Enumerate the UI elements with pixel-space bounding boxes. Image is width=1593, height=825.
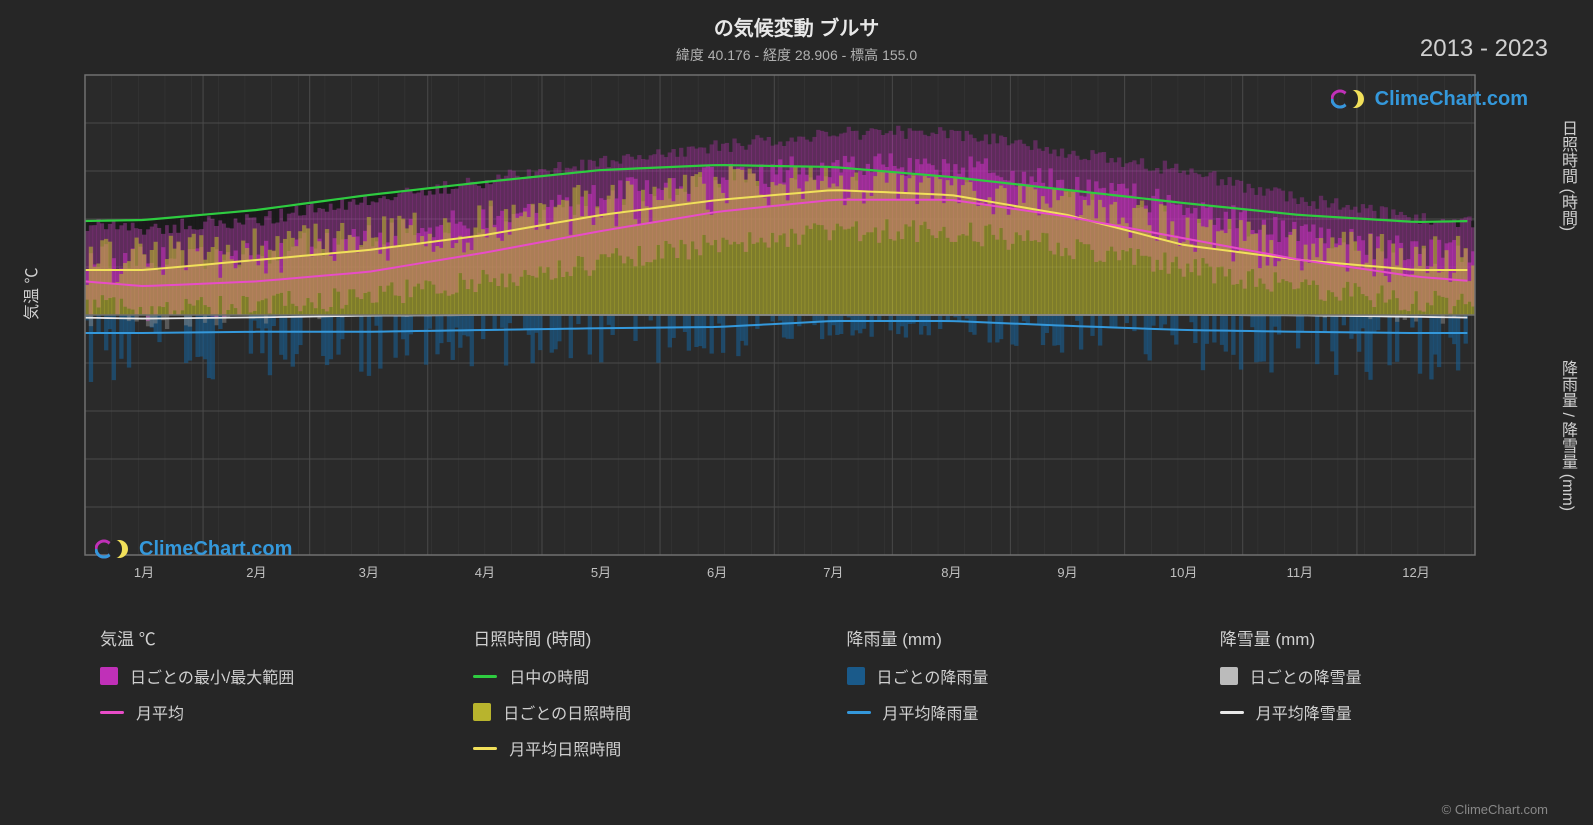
legend-item: 日中の時間 — [473, 664, 786, 688]
brand-logo-top: ClimeChart.com — [1331, 85, 1528, 113]
legend-label: 月平均降雪量 — [1256, 700, 1352, 724]
year-range: 2013 - 2023 — [1420, 35, 1548, 63]
legend-col-snow: 降雪量 (mm) 日ごとの降雪量 月平均降雪量 — [1220, 625, 1533, 772]
legend-swatch — [847, 667, 865, 685]
svg-text:1月: 1月 — [134, 565, 154, 580]
brand-logo-bottom: ClimeChart.com — [95, 535, 292, 563]
svg-text:10月: 10月 — [1170, 565, 1197, 580]
y-axis-right-top-label: 日照時間 (時間) — [1555, 120, 1579, 231]
legend-swatch — [100, 667, 118, 685]
legend-line — [100, 711, 124, 714]
legend-item: 月平均降雪量 — [1220, 700, 1533, 724]
brand-text: ClimeChart.com — [139, 538, 292, 561]
legend-item: 日ごとの日照時間 — [473, 700, 786, 724]
legend-col-rain: 降雨量 (mm) 日ごとの降雨量 月平均降雨量 — [847, 625, 1160, 772]
svg-text:4月: 4月 — [475, 565, 495, 580]
legend-item: 月平均降雨量 — [847, 700, 1160, 724]
legend-label: 日中の時間 — [509, 664, 589, 688]
svg-text:11月: 11月 — [1287, 565, 1314, 580]
legend-label: 月平均降雨量 — [883, 700, 979, 724]
legend-line — [473, 747, 497, 750]
chart-title: の気候変動 ブルサ — [0, 0, 1593, 41]
logo-icon — [95, 535, 131, 563]
logo-icon — [1331, 85, 1367, 113]
legend-header: 降雪量 (mm) — [1220, 625, 1533, 650]
legend-col-sun: 日照時間 (時間) 日中の時間 日ごとの日照時間 月平均日照時間 — [473, 625, 786, 772]
legend: 気温 ℃ 日ごとの最小/最大範囲 月平均 日照時間 (時間) 日中の時間 日ごと… — [100, 625, 1533, 772]
legend-item: 月平均日照時間 — [473, 736, 786, 760]
legend-item: 日ごとの降雨量 — [847, 664, 1160, 688]
legend-item: 日ごとの最小/最大範囲 — [100, 664, 413, 688]
svg-text:2月: 2月 — [246, 565, 266, 580]
legend-header: 気温 ℃ — [100, 625, 413, 650]
y-axis-left-label: 気温 ℃ — [18, 268, 42, 320]
chart-svg: 50403020100-10-20-30-40-5024181260102030… — [80, 70, 1480, 590]
legend-label: 日ごとの最小/最大範囲 — [130, 664, 294, 688]
chart-area: 50403020100-10-20-30-40-5024181260102030… — [80, 70, 1480, 590]
legend-header: 降雨量 (mm) — [847, 625, 1160, 650]
legend-label: 日ごとの降雨量 — [877, 664, 989, 688]
svg-text:6月: 6月 — [707, 565, 727, 580]
legend-label: 月平均 — [136, 700, 184, 724]
legend-swatch — [1220, 667, 1238, 685]
credit-text: © ClimeChart.com — [1442, 802, 1548, 817]
legend-line — [1220, 711, 1244, 714]
svg-text:3月: 3月 — [359, 565, 379, 580]
chart-subtitle: 緯度 40.176 - 経度 28.906 - 標高 155.0 — [0, 41, 1593, 65]
brand-text: ClimeChart.com — [1375, 88, 1528, 111]
legend-header: 日照時間 (時間) — [473, 625, 786, 650]
y-axis-right-bottom-label: 降雨量 / 降雪量 (mm) — [1555, 360, 1579, 511]
legend-swatch — [473, 703, 491, 721]
legend-line — [847, 711, 871, 714]
svg-text:5月: 5月 — [591, 565, 611, 580]
svg-text:9月: 9月 — [1057, 565, 1077, 580]
legend-line — [473, 675, 497, 678]
legend-col-temp: 気温 ℃ 日ごとの最小/最大範囲 月平均 — [100, 625, 413, 772]
legend-label: 日ごとの降雪量 — [1250, 664, 1362, 688]
legend-item: 月平均 — [100, 700, 413, 724]
svg-text:8月: 8月 — [941, 565, 961, 580]
svg-text:12月: 12月 — [1402, 565, 1429, 580]
legend-item: 日ごとの降雪量 — [1220, 664, 1533, 688]
legend-label: 月平均日照時間 — [509, 736, 621, 760]
legend-label: 日ごとの日照時間 — [503, 700, 631, 724]
svg-text:7月: 7月 — [823, 565, 843, 580]
